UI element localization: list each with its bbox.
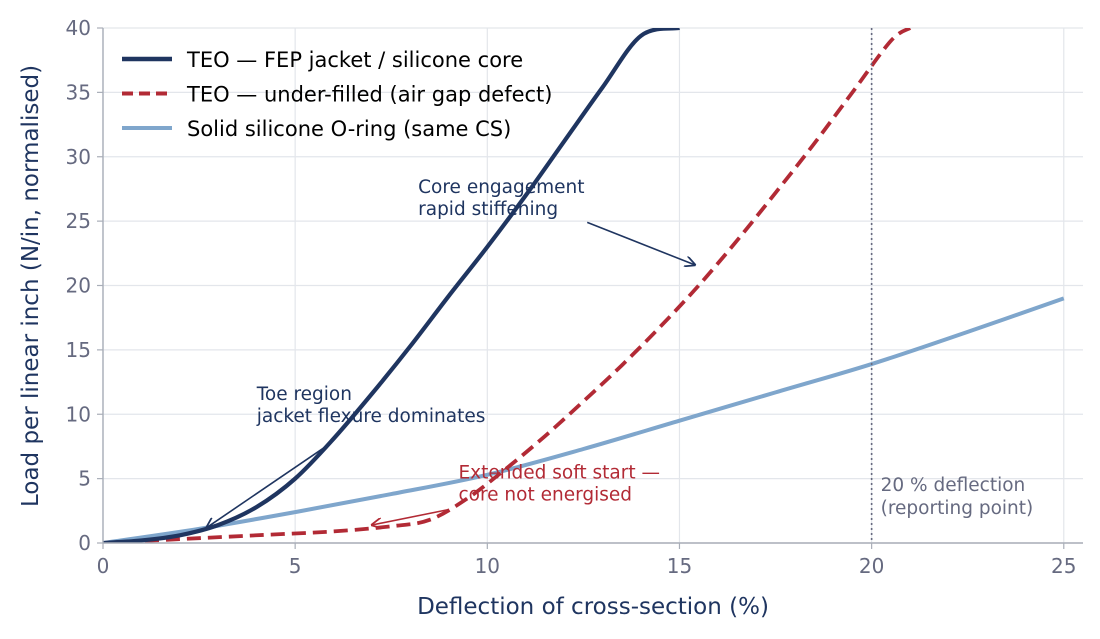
series-line-3: [103, 296, 1065, 543]
x-tick-label: 10: [475, 554, 500, 578]
annotation-text: Core engagement: [418, 177, 584, 198]
legend: TEO — FEP jacket / silicone core TEO — un…: [122, 48, 552, 141]
y-tick-label: 5: [78, 467, 91, 491]
axes: 0 5 10 15 20 25 0 5 10 15 20 25 30 35 40: [66, 16, 1083, 578]
x-tick-label: 5: [289, 554, 302, 578]
series-layer: [103, 28, 1065, 543]
y-tick-label: 25: [66, 209, 91, 233]
legend-entry: TEO — under-filled (air gap defect): [186, 83, 552, 107]
y-tick-label: 0: [78, 531, 91, 555]
series-line-1: [103, 28, 680, 543]
y-tick-label: 20: [66, 274, 91, 298]
y-axis-title: Load per linear inch (N/in, normalised): [18, 65, 44, 507]
annotation-text: jacket flexure dominates: [256, 406, 486, 427]
annotation-arrow: [372, 508, 450, 525]
annotation-text: rapid stiffening: [418, 199, 558, 220]
reference-line-sublabel: (reporting point): [881, 498, 1034, 519]
y-tick-label: 10: [66, 402, 91, 426]
annotation-text: Extended soft start —: [458, 463, 660, 484]
y-tick-label: 30: [66, 145, 91, 169]
y-tick-label: 15: [66, 338, 91, 362]
y-tick-label: 40: [66, 16, 91, 40]
y-tick-label: 35: [66, 80, 91, 104]
x-tick-label: 25: [1051, 554, 1076, 578]
annotation-arrow: [207, 445, 327, 527]
annotation-text: Toe region: [256, 384, 352, 405]
x-axis-title: Deflection of cross-section (%): [417, 594, 769, 620]
x-tick-label: 20: [859, 554, 884, 578]
annotation-arrow: [586, 221, 695, 264]
x-tick-label: 15: [667, 554, 692, 578]
reference-line-label: 20 % deflection: [881, 475, 1026, 496]
legend-entry: Solid silicone O-ring (same CS): [187, 117, 511, 141]
reference-line-group: 20 % deflection(reporting point): [870, 28, 1034, 543]
annotation-text: core not energised: [458, 485, 632, 506]
legend-entry: TEO — FEP jacket / silicone core: [186, 48, 523, 72]
x-tick-label: 0: [97, 554, 110, 578]
series-line-2: [103, 28, 912, 543]
